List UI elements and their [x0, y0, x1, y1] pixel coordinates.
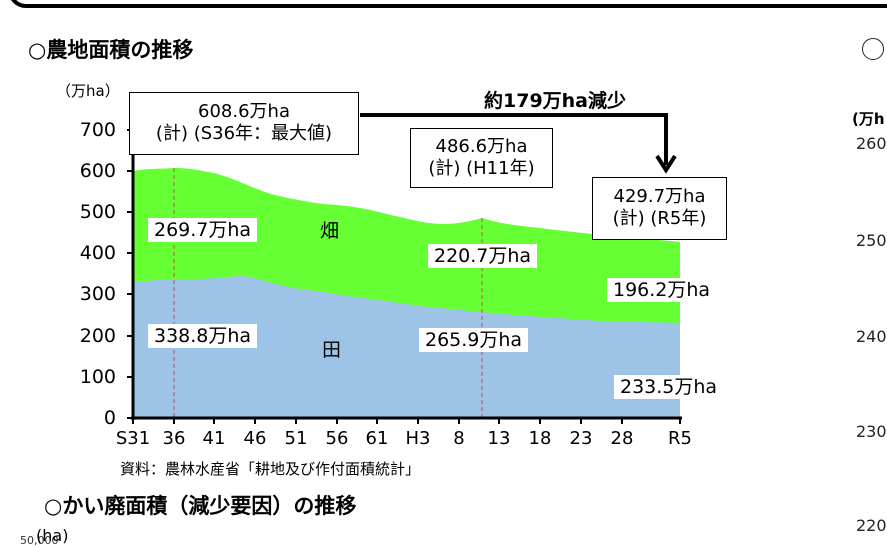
x-tick-label: 36 — [162, 428, 186, 449]
y-axis-unit: （万ha） — [56, 82, 120, 100]
ta-area — [133, 276, 680, 418]
x-tick-label: 41 — [202, 428, 226, 449]
x-tick-label: 51 — [284, 428, 308, 449]
r5-callout: 429.7万ha (計) (R5年) — [592, 177, 727, 240]
s36-ta-value: 338.8万ha — [148, 324, 258, 348]
h11-hata-value: 220.7万ha — [428, 244, 538, 268]
y-tick-500: 500 — [79, 201, 116, 223]
decrease-arrow-line — [360, 113, 668, 165]
right-y-tick: 260 — [856, 134, 887, 153]
x-tick-label: 61 — [365, 428, 389, 449]
x-tick-label: 18 — [528, 428, 552, 449]
h11-callout-note: (計) (H11年) — [428, 158, 535, 179]
source-note: 資料：農林水産省「耕地及び作付面積統計」 — [120, 460, 421, 478]
x-tick-label: S31 — [115, 428, 151, 449]
decrease-label: 約179万ha減少 — [484, 90, 627, 112]
y-tick-0: 0 — [103, 407, 116, 429]
r5-callout-note: (計) (R5年) — [612, 208, 707, 229]
x-tick-label: 28 — [610, 428, 634, 449]
hata-label: 畑 — [320, 220, 340, 242]
right-y-tick: 250 — [856, 231, 887, 250]
max-callout-note: (計) (S36年：最大値) — [155, 123, 333, 144]
y-tick-100: 100 — [79, 366, 116, 388]
h11-callout: 486.6万ha (計) (H11年) — [410, 128, 553, 188]
y-tick-600: 600 — [79, 160, 116, 182]
arrow-head-icon — [655, 154, 677, 174]
y-tick-400: 400 — [79, 242, 116, 264]
right-panel-circle-icon — [862, 38, 884, 60]
h11-ta-value: 265.9万ha — [419, 328, 529, 352]
y-tick-700: 700 — [79, 119, 116, 141]
x-tick-label: R5 — [668, 428, 692, 449]
x-tick-label: 46 — [243, 428, 267, 449]
y-tick-200: 200 — [79, 325, 116, 347]
r5-callout-value: 429.7万ha — [613, 186, 706, 207]
x-tick-label: 13 — [487, 428, 511, 449]
r5-ta-value: 233.5万ha — [614, 375, 724, 399]
right-y-tick: 230 — [856, 422, 887, 441]
s36-hata-value: 269.7万ha — [148, 218, 258, 242]
y-tick-300: 300 — [79, 283, 116, 305]
x-tick-label: 56 — [325, 428, 349, 449]
max-callout-value: 608.6万ha — [198, 101, 290, 122]
section2-unit: (ha) — [36, 526, 69, 545]
right-y-tick: 220 — [856, 516, 887, 535]
x-tick-label: 23 — [569, 428, 593, 449]
right-y-tick: 240 — [856, 327, 887, 346]
right-panel-unit: (万h — [852, 110, 885, 128]
ta-label: 田 — [322, 339, 342, 361]
x-tick-label: 8 — [453, 428, 465, 449]
x-ticks — [132, 418, 681, 424]
r5-hata-value: 196.2万ha — [607, 278, 717, 302]
section2-title: ○かい廃面積（減少要因）の推移 — [44, 494, 357, 518]
chart-title: ○農地面積の推移 — [28, 38, 194, 62]
x-tick-label: H3 — [405, 428, 431, 449]
h11-callout-value: 486.6万ha — [435, 136, 528, 157]
max-callout: 608.6万ha (計) (S36年：最大値) — [129, 92, 359, 155]
